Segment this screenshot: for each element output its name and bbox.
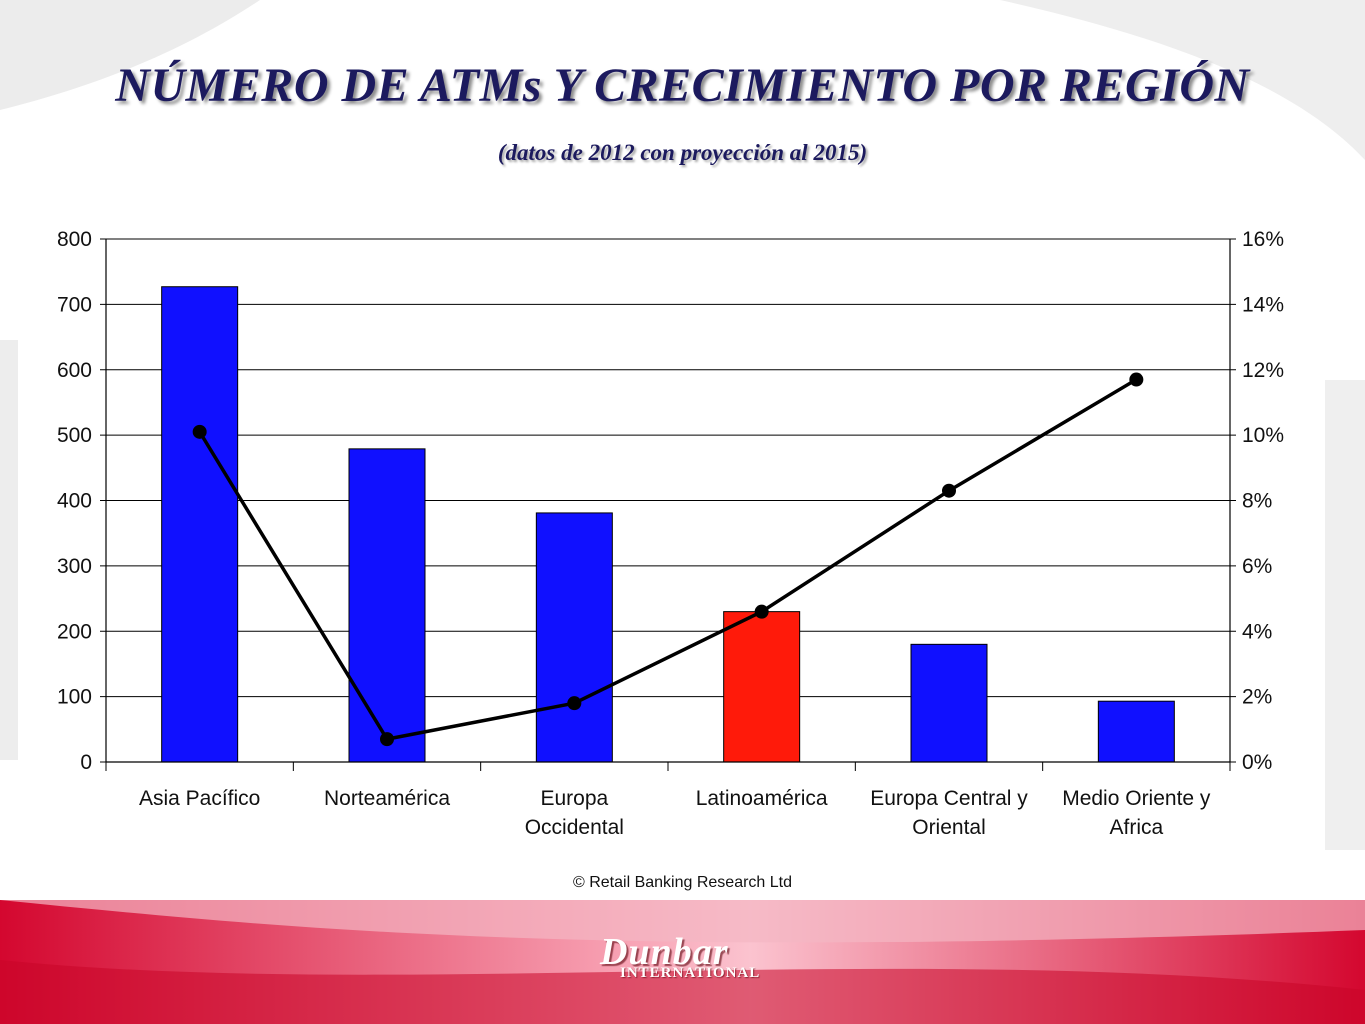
growth-point [1129,372,1144,387]
y-right-tick-label: 6% [1242,555,1272,578]
bar [348,448,426,763]
growth-point [942,483,956,498]
x-category-label: Oriental [912,816,986,839]
chart-panel: 0 0% 100 2% 200 4% 300 6% 400 8% 500 10% 600 12% 700 14… [18,212,1325,852]
y-left-tick-label: 100 [57,686,92,709]
y-left-tick-label: 200 [57,620,92,643]
x-category-label: Norteamérica [324,787,450,810]
y-left-tick-label: 800 [57,228,92,251]
y-right-tick-label: 16% [1242,228,1284,251]
y-right-tick-label: 14% [1242,293,1284,316]
y-right-tick-label: 2% [1242,686,1272,709]
x-category-label: Medio Oriente y [1062,787,1211,810]
y-right-tick-label: 8% [1242,490,1272,513]
atm-chart: 0 0% 100 2% 200 4% 300 6% 400 8% 500 10% 600 12% 700 14… [57,228,1284,839]
slide-subtitle: (datos de 2012 con proyección al 2015) [497,140,868,165]
growth-point [567,696,582,711]
growth-point [192,424,207,439]
y-left-tick-label: 600 [57,359,92,382]
x-category-label: Latinoamérica [696,787,828,810]
growth-point [380,732,394,747]
bar [535,512,613,763]
y-left-tick-label: 400 [57,490,92,513]
y-right-tick-label: 10% [1242,424,1284,447]
y-right-tick-label: 0% [1242,751,1272,774]
bar [1097,700,1175,763]
x-category-label: Asia Pacífico [139,787,260,810]
slide-title: NÚMERO DE ATMs Y CRECIMIENTO POR REGIÓN [115,59,1250,112]
growth-line [198,378,1138,741]
y-right-tick-label: 12% [1242,359,1284,382]
bar [910,643,988,763]
dunbar-logo: Dunbar INTERNATIONAL [598,931,768,992]
growth-point [754,604,769,619]
x-category-label: Europa [540,787,608,810]
y-left-tick-label: 300 [57,555,92,578]
x-category-label: Europa Central y [870,787,1028,810]
y-left-tick-label: 700 [57,293,92,316]
copyright-text: © Retail Banking Research Ltd [572,874,792,891]
y-left-tick-label: 0 [80,751,92,774]
x-category-label: Africa [1109,816,1163,839]
bar [723,611,801,763]
y-left-tick-label: 500 [57,424,92,447]
logo-sub-text: INTERNATIONAL [620,965,761,981]
logo-main-text: Dunbar [600,931,729,973]
bar [161,286,239,763]
y-right-tick-label: 4% [1242,620,1272,643]
x-category-label: Occidental [525,816,624,839]
